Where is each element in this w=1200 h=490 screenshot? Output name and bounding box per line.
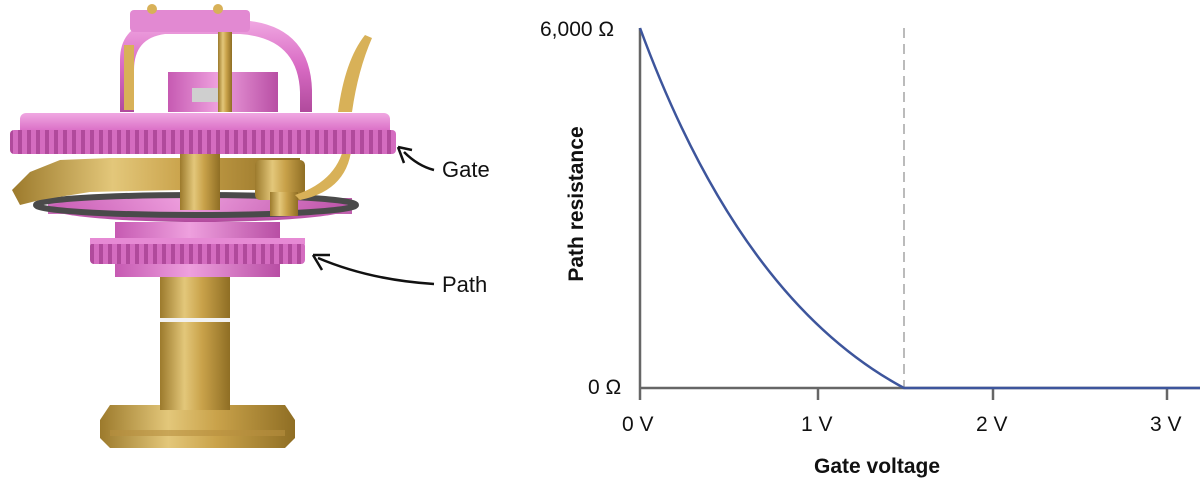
base-foot bbox=[100, 405, 295, 448]
top-cage bbox=[120, 4, 372, 112]
x-tick-label-2: 2 V bbox=[976, 413, 1008, 436]
path-callout-label: Path bbox=[442, 272, 488, 297]
path-arrow-head bbox=[311, 253, 330, 271]
gate-callout-label: Gate bbox=[442, 157, 490, 182]
gear-mechanism-illustration: Gate Path bbox=[0, 0, 540, 485]
callout-arrows bbox=[311, 145, 435, 286]
gate-arrow bbox=[403, 151, 435, 172]
stem bbox=[160, 275, 230, 410]
y-top-label: 6,000 Ω bbox=[540, 18, 615, 41]
gate-arrow-head bbox=[396, 145, 413, 164]
resistance-curve bbox=[638, 27, 1200, 390]
resistance-chart: 6,000 Ω 0 Ω 0 V 1 V 2 V 3 V Gate voltage… bbox=[540, 0, 1200, 485]
mechanism-drawing bbox=[10, 4, 435, 448]
gate-gear bbox=[10, 113, 396, 154]
gold-arms bbox=[12, 140, 352, 216]
path-arrow bbox=[317, 256, 435, 286]
x-tick-label-3: 3 V bbox=[1150, 413, 1182, 436]
chart-plot bbox=[638, 27, 1200, 400]
x-tick-label-1: 1 V bbox=[801, 413, 833, 436]
y-zero-label: 0 Ω bbox=[588, 376, 622, 399]
x-tick-label-0: 0 V bbox=[622, 413, 654, 436]
x-axis-title: Gate voltage bbox=[814, 455, 941, 478]
path-gear bbox=[90, 238, 305, 264]
y-axis-title: Path resistance bbox=[565, 126, 588, 282]
